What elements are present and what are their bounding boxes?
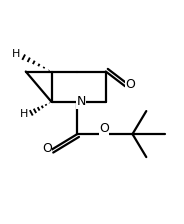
Text: O: O [42,142,52,155]
Text: O: O [126,78,136,91]
Text: H: H [11,49,20,59]
Text: O: O [99,122,109,135]
Text: N: N [76,95,86,108]
Text: H: H [20,109,28,119]
